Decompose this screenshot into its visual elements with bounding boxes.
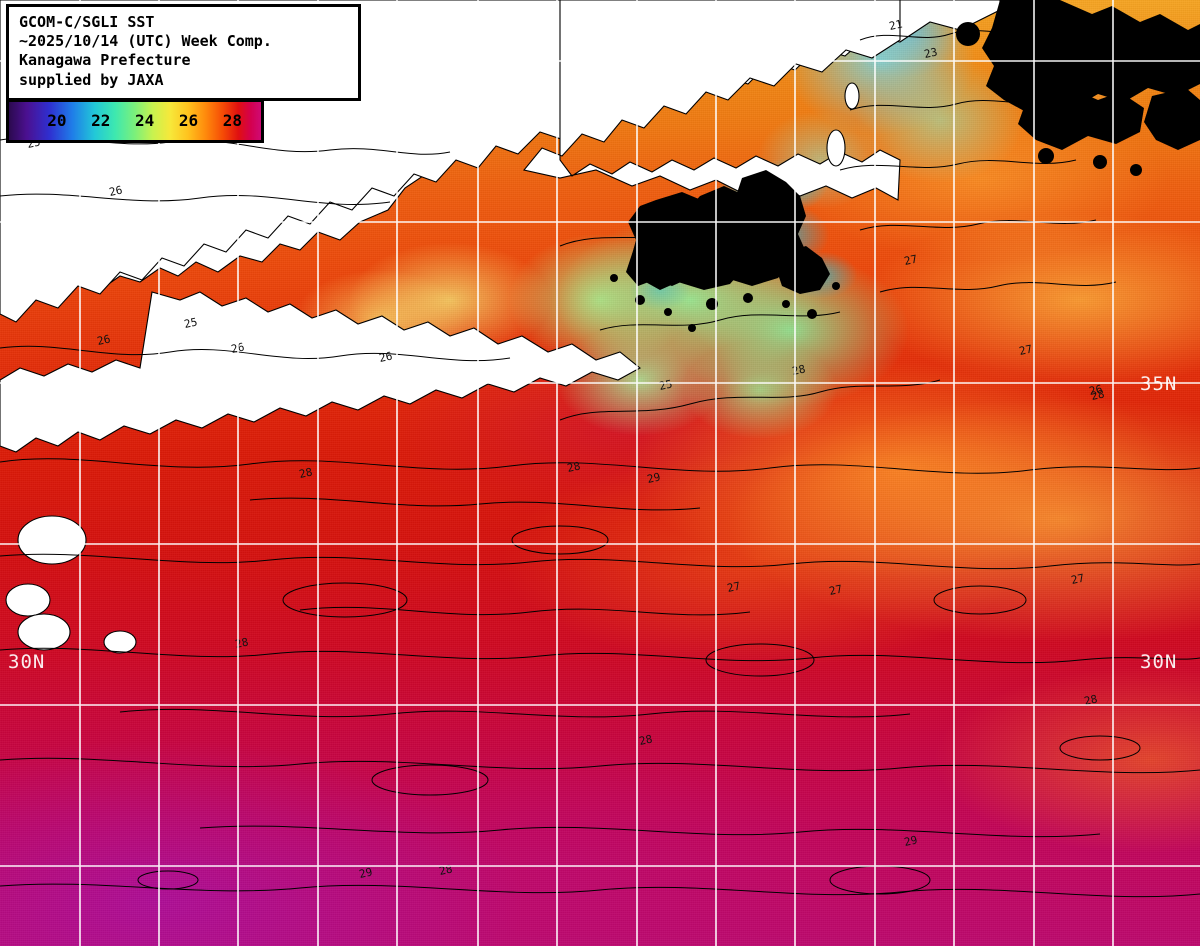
contour-label-28-10: 28	[791, 362, 807, 377]
contour-label-23-23: 23	[923, 45, 939, 60]
latitude-label-30N: 30N	[1140, 651, 1177, 673]
contour-label-28-13: 28	[1090, 387, 1106, 402]
sst-colorbar	[6, 99, 264, 143]
contour-label-29-21: 29	[903, 833, 919, 848]
colorbar-tick-26: 26	[178, 111, 199, 130]
colorbar-tick-20: 20	[47, 111, 67, 130]
title-line-region: Kanagawa Prefecture	[19, 51, 191, 70]
sst-colorbar-tick-labels: 20 22 24 26 28	[6, 99, 264, 143]
latitude-label-35N: 35N	[1140, 373, 1177, 395]
title-line-provider: supplied by JAXA	[19, 70, 164, 89]
colorbar-tick-28: 28	[222, 111, 242, 130]
contour-label-28-19: 28	[1083, 692, 1099, 707]
contour-label-26-1: 26	[108, 183, 124, 198]
map-title-box: GCOM-C/SGLI SST ~2025/10/14 (UTC) Week C…	[6, 4, 361, 101]
grid-coordinate-labels: 35N 30N 30N 136E	[8, 10, 1177, 673]
contour-label-25-5: 25	[658, 377, 674, 392]
contour-label-28-17: 28	[638, 732, 654, 747]
title-line-sensor: GCOM-C/SGLI SST	[19, 13, 155, 31]
contour-label-21-22: 21	[888, 17, 904, 32]
title-line-date: ~2025/10/14 (UTC) Week Comp.	[19, 32, 272, 51]
contour-label-28-7: 28	[298, 465, 314, 480]
sst-contour-lines	[0, 29, 1200, 898]
contour-label-27-15: 27	[726, 579, 742, 594]
contour-label-26-6: 26	[378, 349, 394, 364]
contour-label-27-24: 27	[1018, 342, 1034, 357]
contour-label-27-16: 27	[828, 582, 844, 597]
colorbar-tick-24: 24	[135, 111, 155, 130]
contour-label-26-4: 26	[96, 332, 112, 347]
contour-label-29-9: 29	[646, 470, 662, 485]
contour-label-25-2: 25	[183, 315, 199, 330]
contour-label-28-20: 28	[438, 862, 454, 877]
contour-label-27-11: 27	[903, 252, 919, 267]
longitude-label-136E: 136E	[482, 10, 504, 60]
contour-label-29-25: 29	[358, 865, 374, 880]
contour-label-28-8: 28	[566, 459, 582, 474]
contour-label-26-12: 26	[1088, 382, 1104, 397]
contour-label-28-18: 28	[234, 635, 250, 650]
contour-label-27-14: 27	[1070, 571, 1086, 586]
colorbar-tick-22: 22	[91, 111, 111, 130]
latitude-label-30N: 30N	[8, 651, 45, 673]
